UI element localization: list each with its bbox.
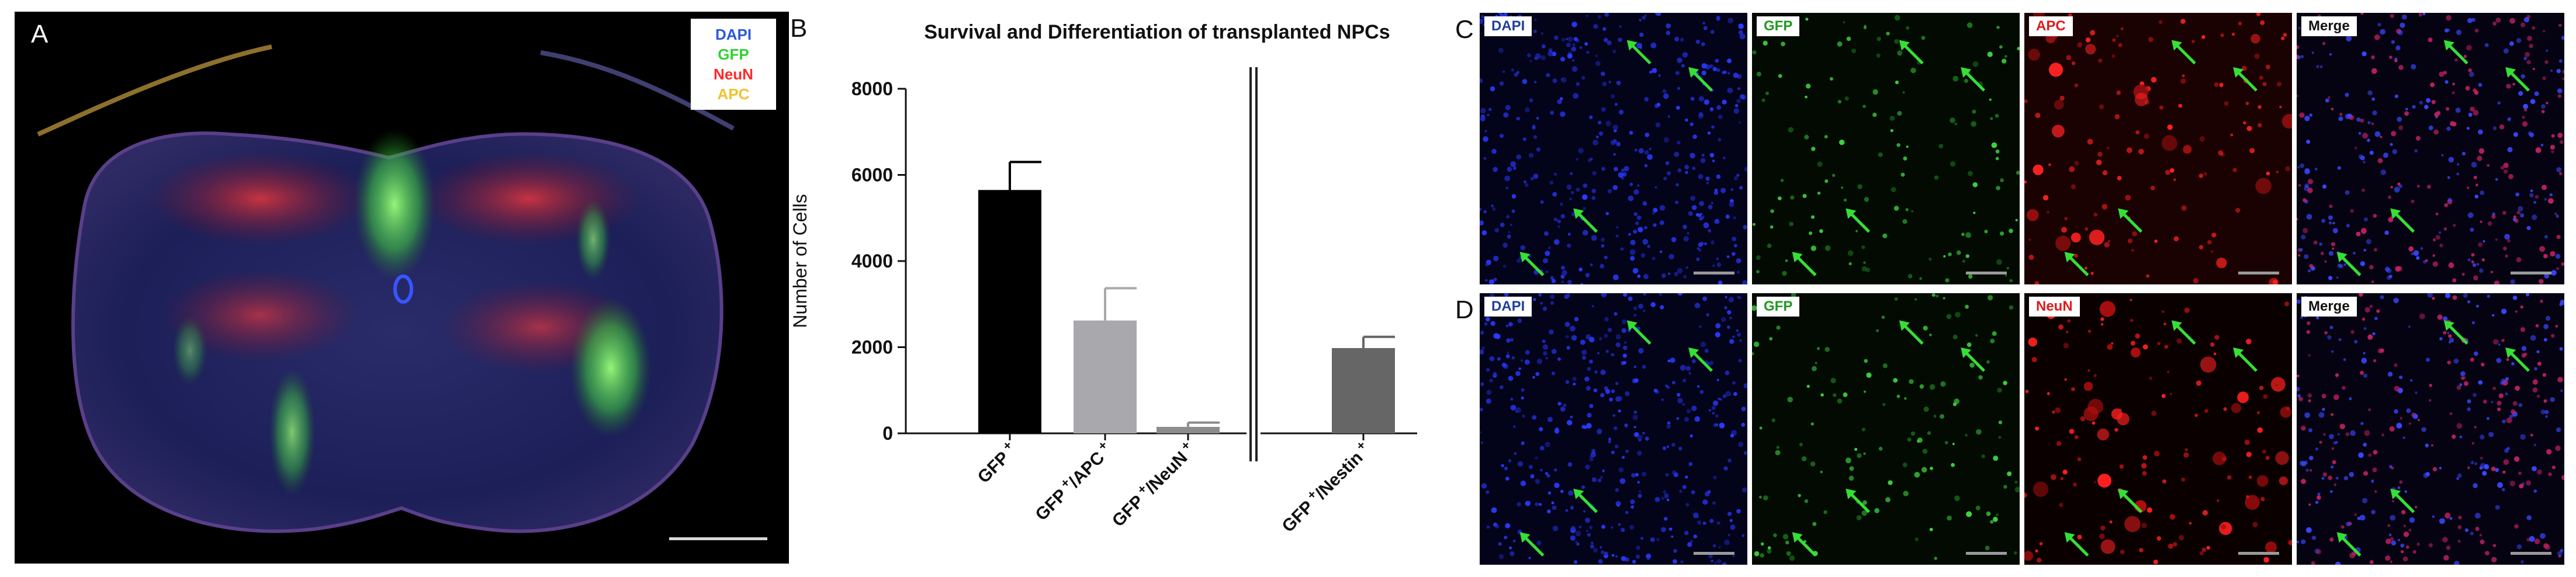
indicator-arrow-icon	[1519, 532, 1545, 557]
indicator-arrow-icon	[2390, 208, 2415, 233]
indicator-arrow-icon	[2118, 488, 2143, 513]
scale-bar	[2238, 272, 2279, 274]
indicator-arrow-icon	[1626, 40, 1651, 65]
indicator-arrow-icon	[1573, 208, 1598, 233]
indicator-arrow-icon	[2505, 347, 2530, 372]
legend-neun: NeuN	[714, 65, 753, 83]
bar-3	[1332, 347, 1395, 433]
y-tick-label: 0	[882, 423, 893, 444]
indicator-arrow-icon	[2443, 40, 2468, 65]
scale-bar	[2511, 272, 2551, 274]
y-axis-label: Number of Cells	[790, 194, 811, 328]
x-category-label: GFP +/NeuN +	[1106, 437, 1199, 530]
bar-chart-panel: B Survival and Differentiation of transp…	[789, 0, 1467, 577]
panel-c-tile-apc: APC	[2024, 13, 2292, 284]
channel-legend: DAPI GFP NeuN APC	[691, 19, 776, 110]
panel-d-tile-gfp: GFP	[1752, 293, 2020, 565]
panel-d-tile-merge: Merge	[2297, 293, 2564, 565]
scale-bar	[1966, 552, 2007, 555]
panel-c-tile-dapi: DAPI	[1480, 13, 1747, 284]
micrograph-texture	[1752, 15, 2020, 283]
chart-title: Survival and Differentiation of transpla…	[924, 21, 1390, 43]
panel-d-tile-label: NeuN	[2029, 297, 2080, 317]
micrograph-texture	[2024, 13, 2292, 284]
y-tick-label: 6000	[851, 165, 893, 186]
panel-a-letter: A	[31, 20, 49, 48]
panel-d-tile-dapi: DAPI	[1480, 293, 1747, 565]
indicator-arrow-icon	[1846, 208, 1871, 233]
indicator-arrow-icon	[1688, 67, 1713, 92]
panel-d-tile-neun: NeuN	[2024, 293, 2292, 565]
legend-dapi: DAPI	[715, 26, 752, 43]
panel-c-tile-label: APC	[2029, 16, 2073, 36]
y-tick-label: 8000	[851, 78, 893, 99]
indicator-arrow-icon	[2505, 67, 2530, 92]
indicator-arrow-icon	[1573, 488, 1598, 513]
scale-bar	[1966, 272, 2007, 274]
panel-d-tile-label: DAPI	[1484, 297, 1532, 317]
scale-bar	[2238, 552, 2279, 555]
indicator-arrow-icon	[2443, 320, 2468, 345]
bar-chart: Survival and Differentiation of transpla…	[790, 21, 1417, 536]
bar-0	[978, 190, 1041, 433]
bar-1	[1074, 320, 1137, 433]
panel-d-tile-label: GFP	[1757, 297, 1800, 317]
micrograph-texture	[1480, 13, 1747, 284]
y-tick-label: 2000	[851, 337, 893, 358]
indicator-arrow-icon	[2064, 252, 2089, 276]
micrograph-texture	[2297, 293, 2564, 565]
scale-bar	[2511, 552, 2551, 555]
indicator-arrow-icon	[2171, 320, 2196, 345]
x-category-label: GFP +/Nestin +	[1276, 437, 1374, 536]
legend-gfp: GFP	[718, 46, 749, 63]
indicator-arrow-icon	[2064, 532, 2089, 557]
panel-c-tile-label: Merge	[2301, 16, 2357, 36]
spinal-cord-overview-image: A DAPI GFP NeuN APC	[15, 12, 789, 564]
indicator-arrow-icon	[2118, 208, 2143, 233]
panel-d-tile-label: Merge	[2301, 297, 2357, 317]
x-category-label: GFP +/APC +	[1029, 437, 1116, 524]
indicator-arrow-icon	[1846, 488, 1871, 513]
scale-bar	[1694, 552, 1734, 555]
indicator-arrow-icon	[2233, 67, 2258, 92]
indicator-arrow-icon	[1899, 320, 1924, 345]
indicator-arrow-icon	[1792, 532, 1817, 557]
micrograph-texture	[2297, 13, 2564, 284]
indicator-arrow-icon	[2390, 488, 2415, 513]
panel-c-micrographs: DAPI GFP APC Merge	[1480, 13, 2564, 284]
indicator-arrow-icon	[1688, 347, 1713, 372]
micrograph-texture	[1480, 293, 1747, 565]
indicator-arrow-icon	[2171, 40, 2196, 65]
micrograph-texture	[2024, 297, 2292, 565]
micrograph-texture	[1752, 293, 2020, 561]
indicator-arrow-icon	[1626, 320, 1651, 345]
indicator-arrow-icon	[1519, 252, 1545, 276]
indicator-arrow-icon	[1899, 40, 1924, 65]
indicator-arrow-icon	[2233, 347, 2258, 372]
indicator-arrow-icon	[2336, 252, 2362, 276]
panel-c-tile-gfp: GFP	[1752, 13, 2020, 284]
panel-c-tile-label: GFP	[1757, 16, 1800, 36]
panel-c-tile-merge: Merge	[2297, 13, 2564, 284]
indicator-arrow-icon	[1961, 67, 1986, 92]
scale-bar	[1694, 272, 1734, 274]
scale-bar	[669, 537, 767, 540]
legend-apc: APC	[717, 85, 750, 103]
x-category-label: GFP +	[971, 437, 1021, 487]
panel-c-letter: C	[1455, 15, 1474, 44]
indicator-arrow-icon	[1792, 252, 1817, 276]
y-tick-label: 4000	[851, 251, 893, 272]
spinal-cord-section	[37, 44, 735, 533]
indicator-arrow-icon	[2336, 532, 2362, 557]
panel-c-tile-label: DAPI	[1484, 16, 1532, 36]
panel-d-letter: D	[1455, 296, 1474, 324]
bar-2	[1157, 426, 1220, 433]
panel-b-letter: B	[790, 14, 808, 43]
indicator-arrow-icon	[1961, 347, 1986, 372]
panel-d-micrographs: DAPI GFP NeuN Merge	[1480, 293, 2564, 565]
